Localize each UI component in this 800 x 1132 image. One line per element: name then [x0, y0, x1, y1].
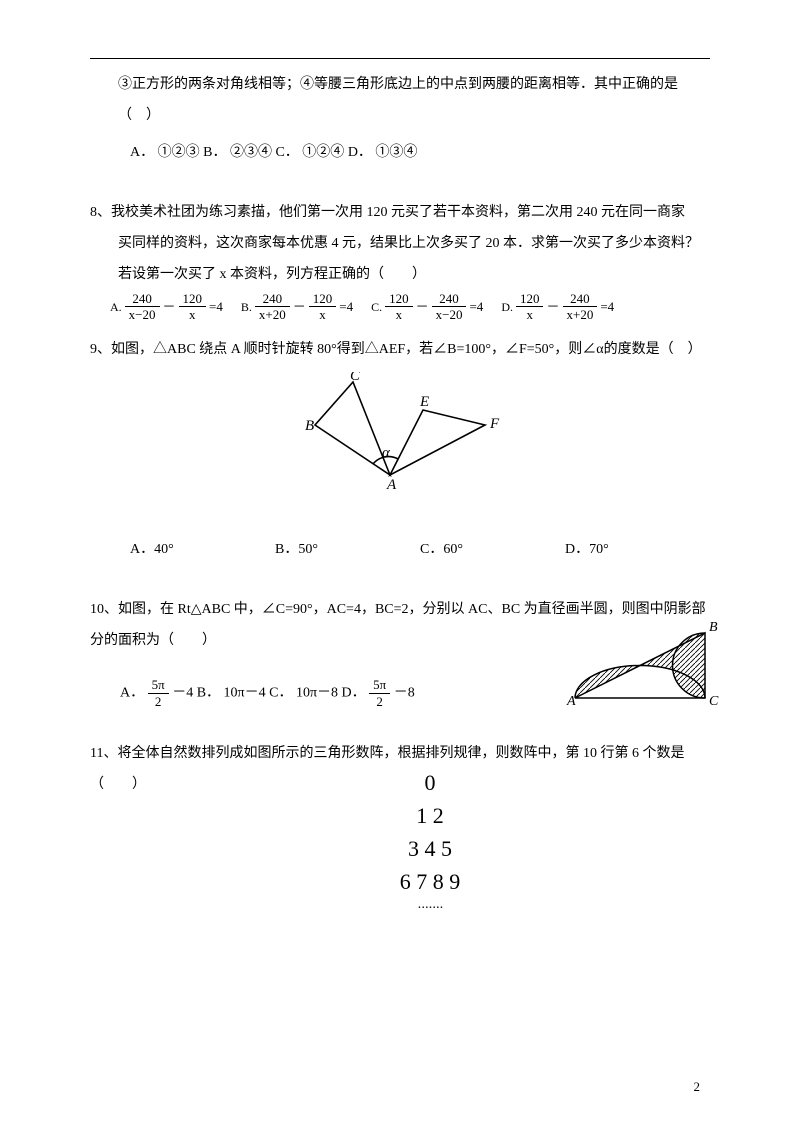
q11-row3: 6 7 8 9 — [150, 865, 710, 898]
q9-stem: 9、如图，△ABC 绕点 A 顺时针旋转 80°得到△AEF，若∠B=100°，… — [90, 335, 710, 366]
q9-optA: A．40° — [130, 535, 275, 566]
q7-text: ③正方形的两条对角线相等；④等腰三角形底边上的中点到两腰的距离相等．其中正确的是… — [90, 70, 710, 132]
q8-line1: 8、我校美术社团为练习素描，他们第一次用 120 元买了若干本资料，第二次用 2… — [90, 198, 710, 229]
q10-figure: A B C — [565, 613, 725, 721]
q8-options: A. 240x−20 － 120x =4 B. 240x+20 － 120x =… — [90, 291, 710, 323]
question-8: 8、我校美术社团为练习素描，他们第一次用 120 元买了若干本资料，第二次用 2… — [90, 198, 710, 323]
question-10: 10、如图，在 Rt△ABC 中，∠C=90°，AC=4，BC=2，分别以 AC… — [90, 595, 710, 709]
q8-optA: A. 240x−20 － 120x =4 — [110, 291, 223, 323]
svg-text:E: E — [419, 394, 429, 410]
q10-optD-frac: 5π2 — [369, 677, 390, 709]
svg-text:C: C — [709, 694, 719, 708]
q10-optB: B． 10π－4 — [197, 685, 266, 700]
svg-text:α: α — [382, 445, 391, 461]
question-11: 11、将全体自然数排列成如图所示的三角形数阵，根据排列规律，则数阵中，第 10 … — [90, 739, 710, 919]
q10-optC: C． 10π－8 — [269, 685, 338, 700]
q10-optA-frac: 5π2 — [148, 677, 169, 709]
q10-svg: A B C — [565, 613, 725, 708]
q8-optB: B. 240x+20 － 120x =4 — [241, 291, 353, 323]
q8-line2: 买同样的资料，这次商家每本优惠 4 元，结果比上次多买了 20 本．求第一次买了… — [90, 229, 710, 260]
q10-optD-pre: D． — [342, 685, 366, 700]
q7-optB: B． ②③④ — [203, 145, 272, 160]
q11-triangle: 0 1 2 3 4 5 6 7 8 9 ······· — [150, 766, 710, 919]
svg-text:B: B — [709, 620, 718, 635]
svg-text:A: A — [386, 477, 397, 492]
svg-text:A: A — [566, 694, 576, 708]
page-number: 2 — [694, 1073, 701, 1102]
svg-text:C: C — [350, 372, 361, 384]
q7-optA: A． ①②③ — [130, 145, 200, 160]
q9-options: A．40° B．50° C．60° D．70° — [90, 535, 710, 566]
q10-optA-pre: A． — [120, 685, 144, 700]
q8-line3: 若设第一次买了 x 本资料，列方程正确的（ ） — [90, 260, 710, 291]
question-7-cont: ③正方形的两条对角线相等；④等腰三角形底边上的中点到两腰的距离相等．其中正确的是… — [90, 70, 710, 168]
q11-row1: 1 2 — [150, 799, 710, 832]
q7-options: A． ①②③ B． ②③④ C． ①②④ D． ①③④ — [90, 138, 710, 169]
q7-optC: C． ①②④ — [275, 145, 344, 160]
q11-row2: 3 4 5 — [150, 832, 710, 865]
q11-row0: 0 — [150, 766, 710, 799]
q9-svg: B C A E F α — [295, 372, 505, 492]
q8-optC: C. 120x － 240x−20 =4 — [371, 291, 483, 323]
q10-optA-post: －4 — [172, 685, 193, 700]
q9-optC: C．60° — [420, 535, 565, 566]
q7-optD: D． ①③④ — [348, 145, 418, 160]
q10-optD-post: －8 — [394, 685, 415, 700]
q9-optD: D．70° — [565, 535, 710, 566]
q9-optB: B．50° — [275, 535, 420, 566]
q9-figure: B C A E F α — [90, 372, 710, 505]
question-9: 9、如图，△ABC 绕点 A 顺时针旋转 80°得到△AEF，若∠B=100°，… — [90, 335, 710, 565]
q8-optD: D. 120x － 240x+20 =4 — [501, 291, 614, 323]
svg-text:B: B — [305, 418, 314, 434]
svg-text:F: F — [489, 416, 500, 432]
top-rule — [90, 58, 710, 59]
q11-dots: ······· — [150, 898, 710, 919]
